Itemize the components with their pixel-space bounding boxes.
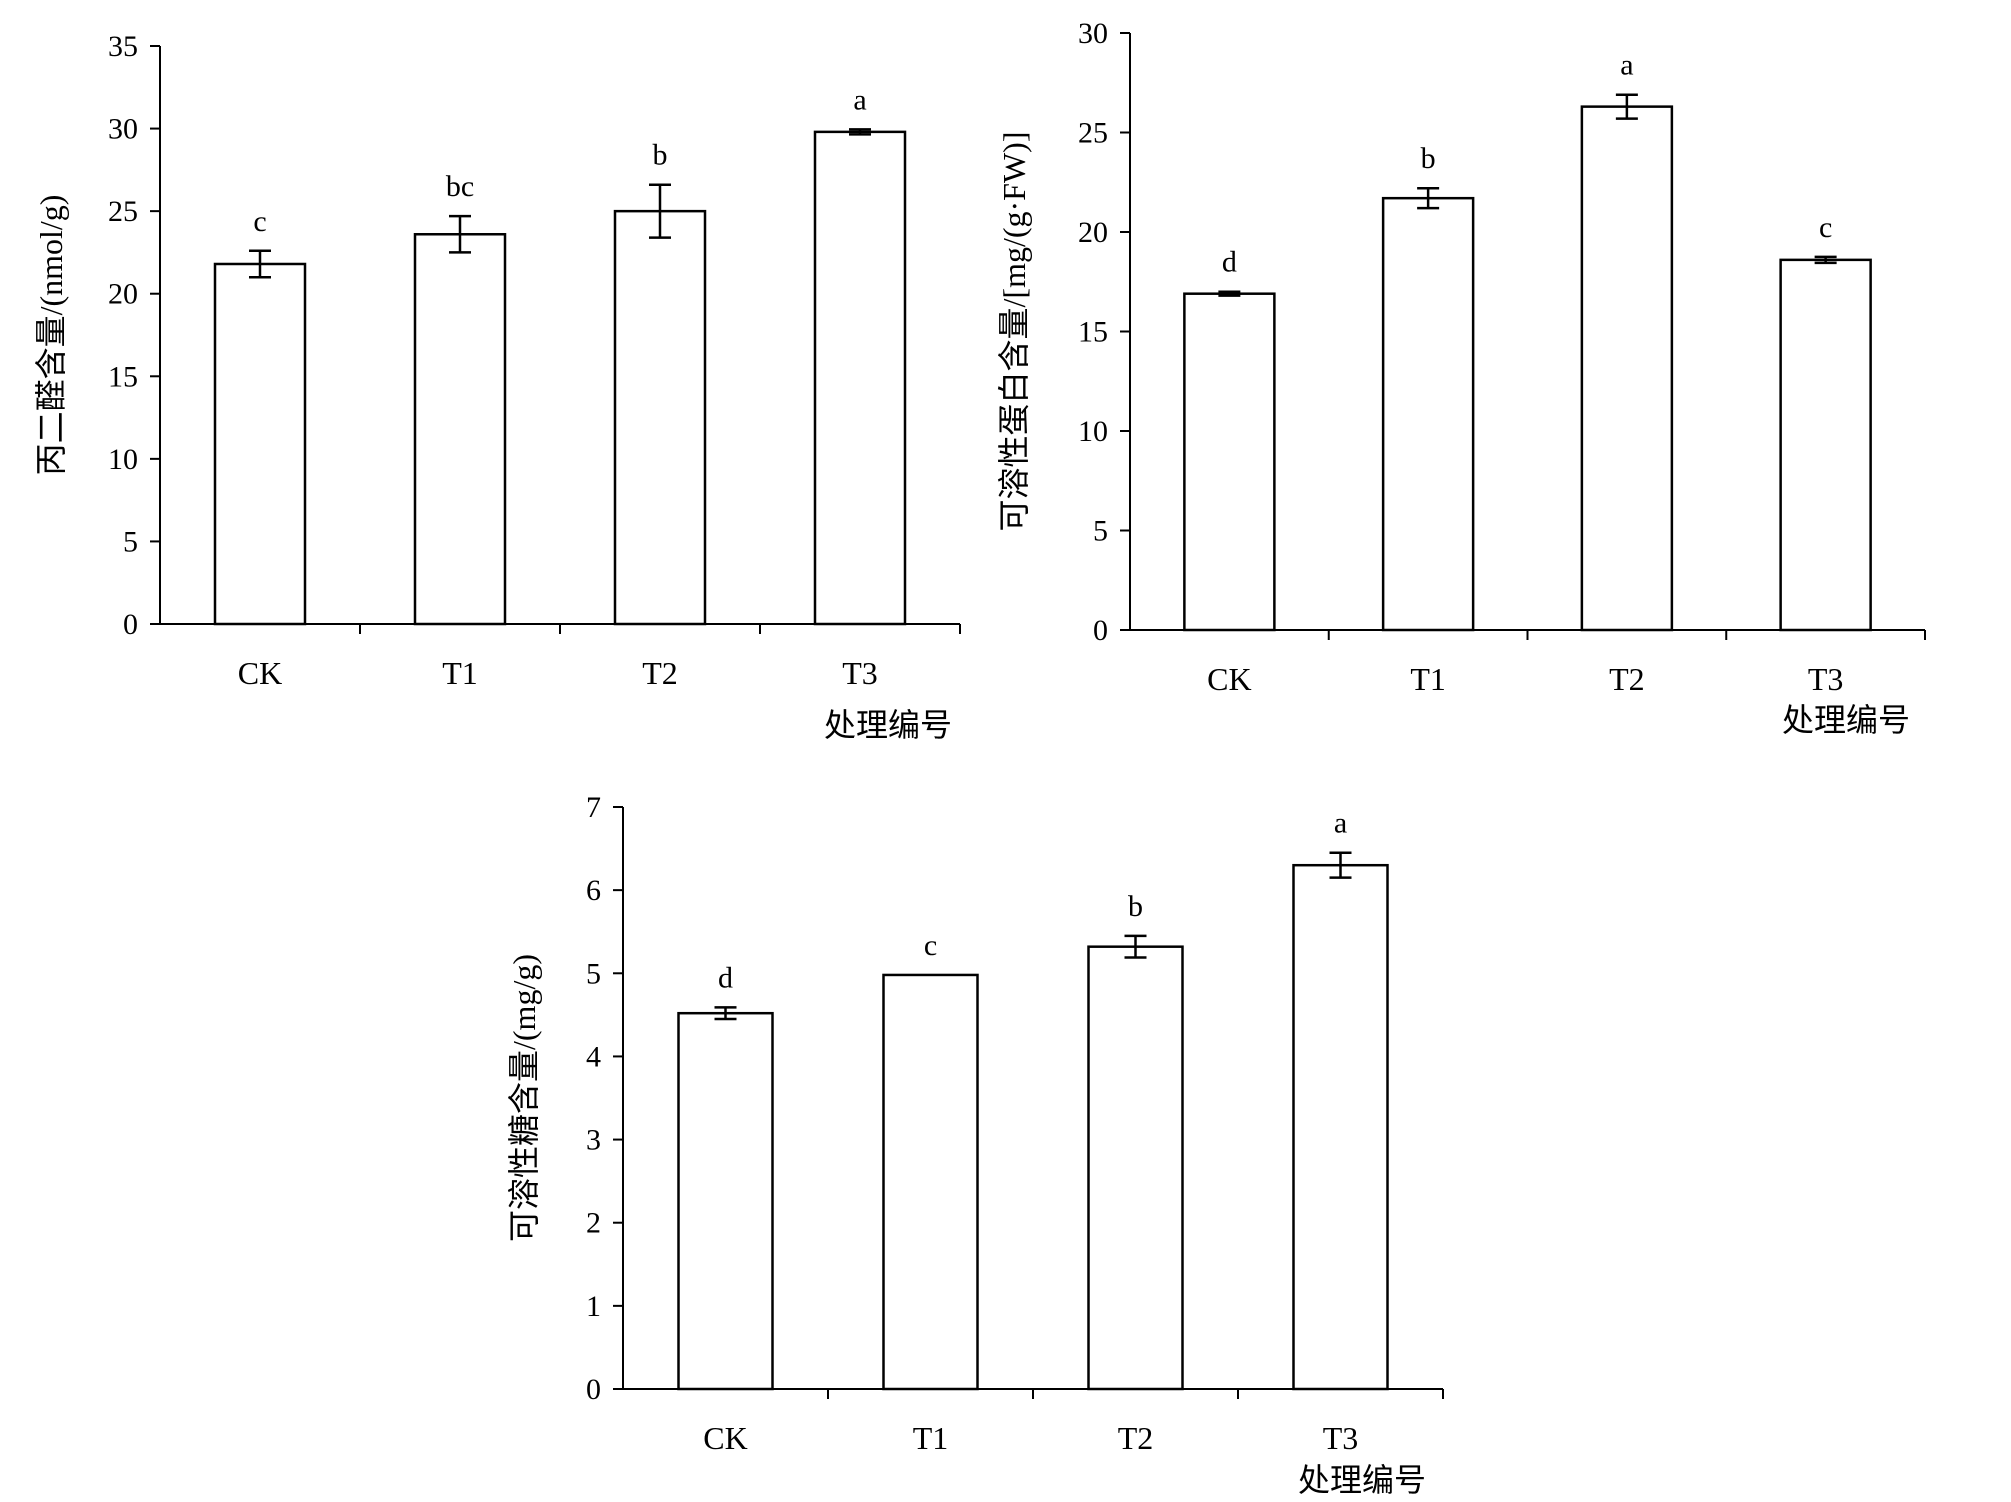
category-label: CK	[703, 1420, 747, 1456]
category-label: CK	[238, 655, 282, 691]
bar-t3	[1292, 863, 1389, 1391]
x-axis-title: 处理编号	[1782, 702, 1910, 738]
bar-t1	[882, 973, 979, 1391]
bar-t3	[813, 130, 907, 626]
category-label: T2	[1609, 661, 1645, 697]
y-tick-label: 5	[586, 957, 601, 990]
significance-label: bc	[446, 170, 474, 203]
bar-t2	[1580, 105, 1674, 632]
y-tick-label: 15	[108, 360, 138, 393]
y-tick-label: 35	[108, 30, 138, 63]
y-tick-label: 4	[586, 1040, 601, 1073]
significance-label: b	[1128, 890, 1143, 923]
y-axis-title: 丙二醛含量/(nmol/g)	[33, 195, 69, 476]
y-tick-label: 2	[586, 1207, 601, 1240]
mda-chart: 0 5 10 15 20 25 30 35 c CK bc T1 b T2 a T3 处理编号 丙二醛含量/(nm…	[33, 30, 961, 743]
category-label: T2	[1118, 1420, 1154, 1456]
category-label: T3	[1808, 661, 1844, 697]
y-tick-label: 5	[1093, 515, 1108, 548]
y-tick-label: 0	[123, 608, 138, 641]
y-tick-label: 1	[586, 1290, 601, 1323]
bar-ck	[1183, 292, 1276, 632]
category-label: T1	[1410, 661, 1446, 697]
significance-label: a	[1620, 49, 1633, 82]
bar-ck	[213, 262, 307, 626]
x-axis-title: 处理编号	[1298, 1462, 1426, 1498]
y-axis-title: 可溶性糖含量/(mg/g)	[506, 954, 542, 1242]
significance-label: c	[1819, 211, 1832, 244]
significance-label: c	[924, 929, 937, 962]
significance-label: c	[253, 205, 266, 238]
bar-t2	[613, 209, 707, 626]
bar-t3	[1779, 258, 1872, 632]
soluble-protein-chart: 0 5 10 15 20 25 30 d CK b T1 a T2 c T3 处理编号 可溶性蛋白含量/[mg/…	[996, 17, 1926, 738]
significance-label: a	[853, 83, 866, 116]
y-tick-label: 15	[1078, 316, 1108, 349]
x-axis-title: 处理编号	[824, 707, 952, 743]
y-tick-label: 25	[1078, 117, 1108, 150]
significance-label: d	[718, 961, 733, 994]
significance-label: d	[1222, 246, 1237, 279]
significance-label: a	[1334, 807, 1347, 840]
significance-label: b	[653, 139, 668, 172]
significance-label: b	[1421, 142, 1436, 175]
y-tick-label: 6	[586, 874, 601, 907]
bar-t1	[413, 233, 507, 626]
y-tick-label: 30	[108, 113, 138, 146]
category-label: CK	[1207, 661, 1251, 697]
y-tick-label: 20	[108, 278, 138, 311]
y-tick-label: 0	[1093, 614, 1108, 647]
bar-t2	[1087, 945, 1184, 1391]
category-label: T2	[642, 655, 678, 691]
category-label: T1	[913, 1420, 949, 1456]
soluble-sugar-chart: 0 1 2 3 4 5 6 7 d CK c T1 b T2 a T3 处理编号 可溶性糖含量/(mg/g)	[506, 791, 1444, 1498]
category-label: T1	[442, 655, 478, 691]
y-tick-label: 5	[123, 525, 138, 558]
bar-ck	[677, 1011, 774, 1391]
category-label: T3	[1323, 1420, 1359, 1456]
y-tick-label: 25	[108, 195, 138, 228]
y-tick-label: 3	[586, 1124, 601, 1157]
y-tick-label: 10	[1078, 415, 1108, 448]
y-tick-label: 7	[586, 791, 601, 824]
y-tick-label: 10	[108, 443, 138, 476]
category-label: T3	[842, 655, 878, 691]
y-axis-title: 可溶性蛋白含量/[mg/(g·FW)]	[996, 132, 1032, 532]
y-tick-label: 20	[1078, 216, 1108, 249]
y-tick-label: 30	[1078, 17, 1108, 50]
bar-t1	[1381, 196, 1475, 632]
y-tick-label: 0	[586, 1373, 601, 1406]
